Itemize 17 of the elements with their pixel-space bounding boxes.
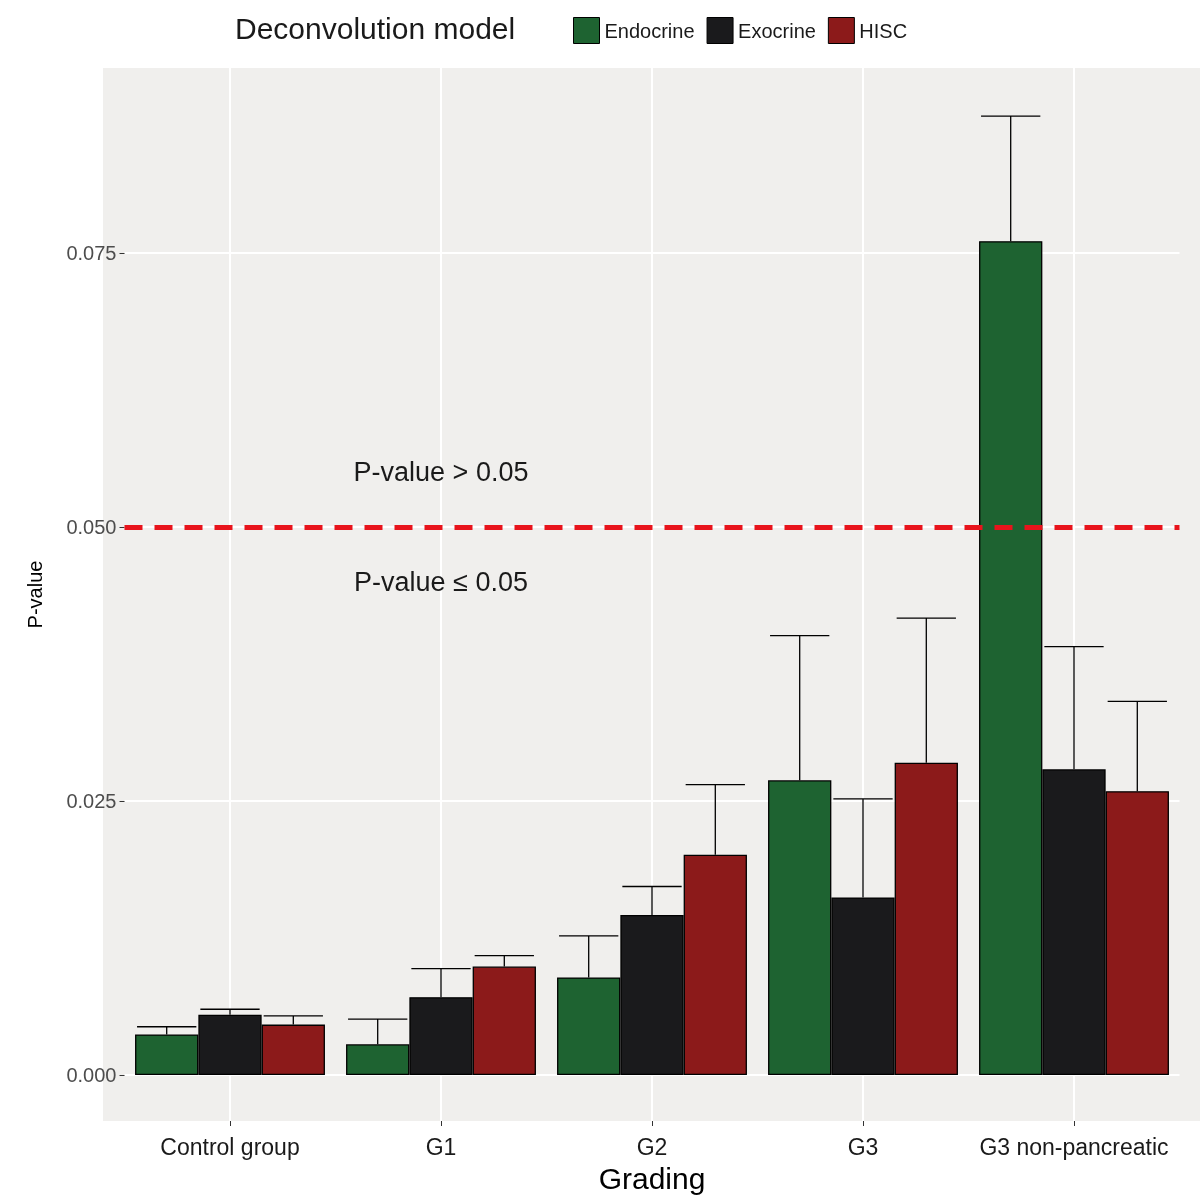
legend-title: Deconvolution model [235, 11, 516, 45]
y-tick-label: 0.025 [66, 790, 117, 813]
legend-label: Endocrine [604, 19, 695, 42]
x-tick-label: G2 [636, 1133, 668, 1160]
x-axis-title: Grading [598, 1161, 706, 1195]
y-axis-title: P-value [23, 560, 46, 629]
x-tick-label: Control group [160, 1133, 300, 1160]
x-tick-label: G3 non-pancreatic [979, 1133, 1169, 1160]
x-tick-label: G3 [847, 1133, 879, 1160]
annotation: P-value > 0.05 [353, 457, 529, 488]
legend-label: HISC [859, 19, 908, 42]
y-tick-label: 0.075 [66, 242, 117, 265]
legend-label: Exocrine [738, 19, 816, 42]
y-tick-label: 0.050 [66, 516, 117, 539]
y-tick-label: 0.000 [66, 1063, 117, 1086]
annotation: P-value ≤ 0.05 [354, 567, 528, 598]
x-tick-label: G1 [425, 1133, 457, 1160]
